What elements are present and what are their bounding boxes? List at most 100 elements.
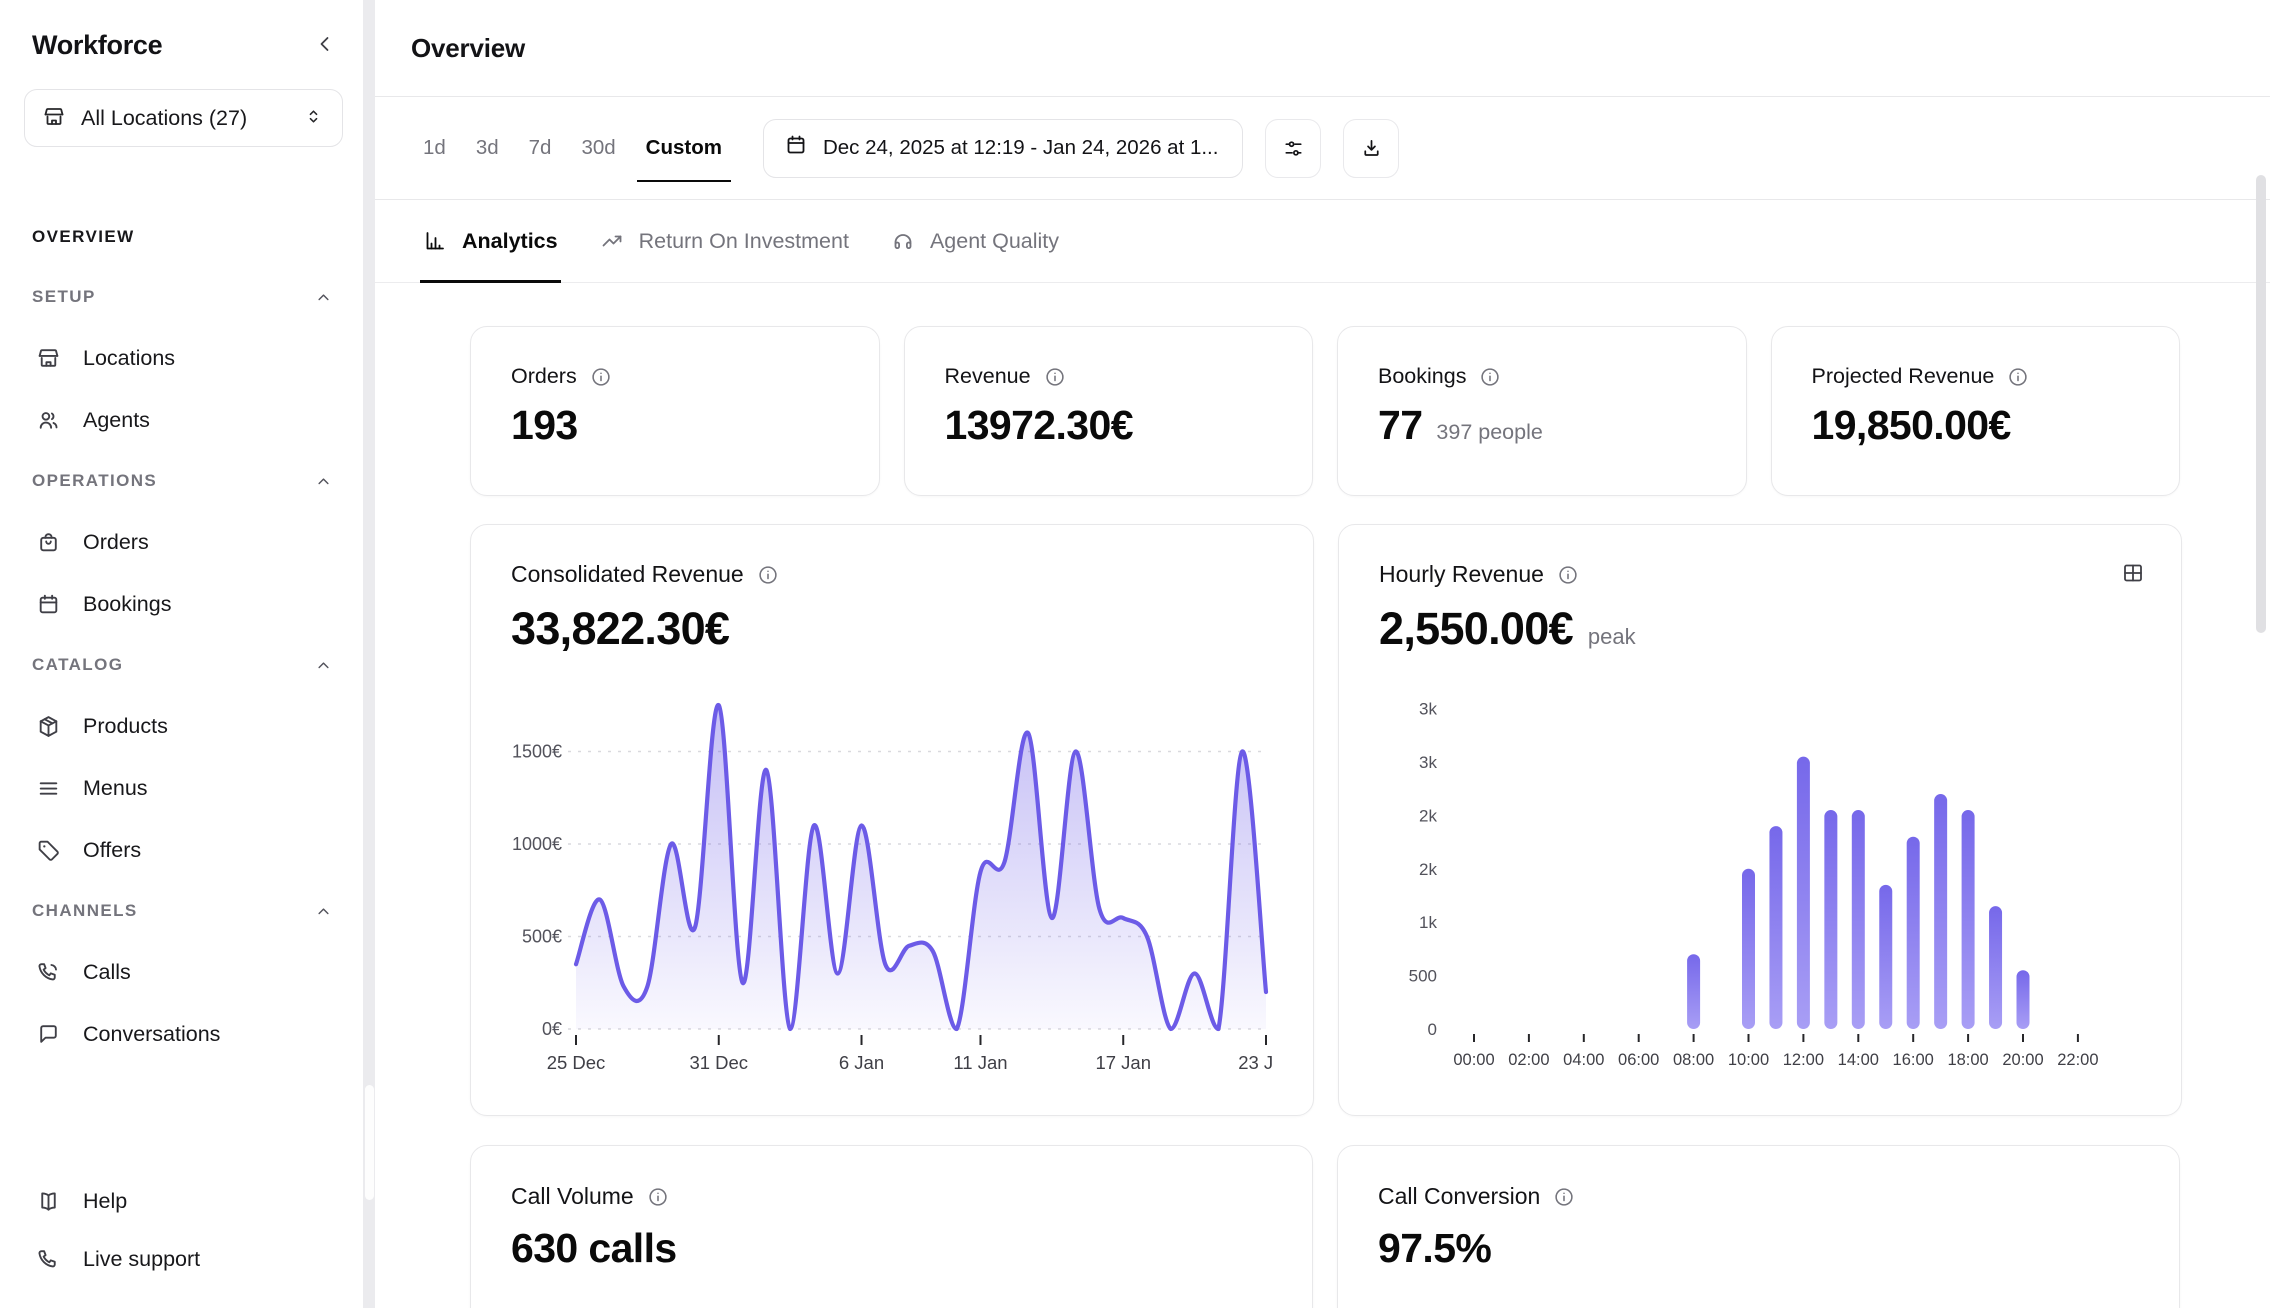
package-icon [36, 714, 61, 739]
date-range-picker[interactable]: Dec 24, 2025 at 12:19 - Jan 24, 2026 at … [763, 119, 1243, 178]
stat-label: Projected Revenue [1812, 364, 1995, 389]
sidebar-header: Workforce [0, 0, 363, 61]
sidebar-scrollbar-thumb[interactable] [365, 1085, 374, 1200]
svg-text:08:00: 08:00 [1673, 1051, 1714, 1069]
hourly-revenue-chart: 05001k2k2k3k3k00:0002:0004:0006:0008:001… [1379, 675, 2141, 1075]
trending-up-icon [600, 229, 624, 253]
stat-card-revenue: Revenue13972.30€ [904, 326, 1314, 496]
consolidated-revenue-value: 33,822.30€ [511, 603, 729, 655]
menu-lines-icon [36, 776, 61, 801]
sidebar-item-products[interactable]: Products [0, 695, 363, 757]
sidebar-section-setup[interactable]: SETUP [0, 267, 363, 327]
consolidated-revenue-chart: 0€500€1000€1500€25 Dec31 Dec6 Jan11 Jan1… [511, 675, 1273, 1075]
sidebar-section-catalog[interactable]: CATALOG [0, 635, 363, 695]
info-icon[interactable] [2007, 366, 2029, 388]
range-preset-7d[interactable]: 7d [514, 97, 567, 199]
svg-text:00:00: 00:00 [1453, 1051, 1494, 1069]
sidebar-item-locations[interactable]: Locations [0, 327, 363, 389]
users-icon [36, 408, 61, 433]
info-icon[interactable] [590, 366, 612, 388]
date-range-text: Dec 24, 2025 at 12:19 - Jan 24, 2026 at … [823, 136, 1218, 160]
call-volume-value: 630 calls [511, 1225, 1272, 1272]
sidebar-item-orders[interactable]: Orders [0, 511, 363, 573]
svg-text:500€: 500€ [522, 927, 562, 947]
sidebar-item-agents[interactable]: Agents [0, 389, 363, 451]
sidebar-item-conversations[interactable]: Conversations [0, 1003, 363, 1065]
download-icon [1360, 137, 1383, 160]
stat-label: Bookings [1378, 364, 1466, 389]
range-preset-3d[interactable]: 3d [461, 97, 514, 199]
chevron-up-icon [314, 288, 333, 307]
store-icon [42, 105, 66, 129]
svg-text:16:00: 16:00 [1893, 1051, 1934, 1069]
sidebar-item-offers[interactable]: Offers [0, 819, 363, 881]
stat-card-bookings: Bookings77397 people [1337, 326, 1747, 496]
svg-text:12:00: 12:00 [1783, 1051, 1824, 1069]
call-conversion-value: 97.5% [1378, 1225, 2139, 1272]
chevron-left-icon [313, 32, 337, 59]
location-selector[interactable]: All Locations (27) [24, 89, 343, 147]
tab-agent-quality[interactable]: Agent Quality [891, 200, 1059, 282]
store-icon [42, 105, 66, 132]
sidebar: Workforce All Locations (27) OVERVIEWSET… [0, 0, 363, 1308]
charts-row: Consolidated Revenue 33,822.30€ 0€500€10… [470, 524, 2180, 1116]
sidebar-item-calls[interactable]: Calls [0, 941, 363, 1003]
calendar-icon [784, 133, 808, 157]
calendar-icon [36, 592, 61, 617]
range-preset-1d[interactable]: 1d [408, 97, 461, 199]
info-icon[interactable] [1479, 366, 1501, 388]
info-icon [1553, 1186, 1575, 1208]
sidebar-item-overview[interactable]: OVERVIEW [0, 207, 363, 267]
main-area: Overview 1d3d7d30dCustom Dec 24, 2025 at… [375, 0, 2270, 1308]
svg-text:17 Jan: 17 Jan [1095, 1052, 1151, 1073]
chat-icon [36, 1022, 61, 1047]
svg-text:2k: 2k [1419, 860, 1437, 879]
sidebar-item-help[interactable]: Help [0, 1172, 363, 1230]
sidebar-section-channels[interactable]: CHANNELS [0, 881, 363, 941]
info-icon[interactable] [1553, 1186, 1575, 1208]
info-icon[interactable] [1557, 564, 1579, 586]
stat-card-orders: Orders193 [470, 326, 880, 496]
stat-card-projected-revenue: Projected Revenue19,850.00€ [1771, 326, 2181, 496]
sidebar-item-menus[interactable]: Menus [0, 757, 363, 819]
svg-text:1k: 1k [1419, 913, 1437, 932]
app-title: Workforce [32, 30, 162, 61]
range-preset-30d[interactable]: 30d [566, 97, 630, 199]
info-icon [647, 1186, 669, 1208]
svg-text:3k: 3k [1419, 753, 1437, 772]
sidebar-section-operations[interactable]: OPERATIONS [0, 451, 363, 511]
sidebar-scrollbar-track[interactable] [363, 0, 375, 1308]
book-open-icon [36, 1189, 61, 1214]
shopping-bag-icon [36, 530, 61, 555]
page-header: Overview [375, 0, 2270, 97]
export-button[interactable] [1343, 119, 1399, 178]
table-view-button[interactable] [2121, 561, 2145, 588]
info-icon [757, 564, 779, 586]
call-conversion-card: Call Conversion 97.5% [1337, 1145, 2180, 1308]
tab-analytics[interactable]: Analytics [423, 200, 558, 282]
main-scrollbar-thumb[interactable] [2256, 175, 2266, 633]
sidebar-item-live-support[interactable]: Live support [0, 1230, 363, 1288]
info-icon[interactable] [757, 564, 779, 586]
date-range-presets: 1d3d7d30dCustom [408, 97, 737, 199]
filter-settings-button[interactable] [1265, 119, 1321, 178]
svg-text:20:00: 20:00 [2002, 1051, 2043, 1069]
consolidated-revenue-title: Consolidated Revenue [511, 561, 744, 588]
hourly-revenue-title: Hourly Revenue [1379, 561, 1544, 588]
sidebar-nav: OVERVIEWSETUPLocationsAgentsOPERATIONSOr… [0, 207, 363, 1065]
info-icon [1557, 564, 1579, 586]
range-preset-custom[interactable]: Custom [631, 97, 737, 199]
stat-value: 77 [1378, 402, 1422, 449]
sidebar-collapse-button[interactable] [313, 32, 337, 59]
stats-row: Orders193Revenue13972.30€Bookings77397 p… [470, 326, 2180, 496]
info-icon[interactable] [647, 1186, 669, 1208]
stat-label: Orders [511, 364, 577, 389]
tab-return-on-investment[interactable]: Return On Investment [600, 200, 849, 282]
svg-text:6 Jan: 6 Jan [839, 1052, 884, 1073]
svg-text:14:00: 14:00 [1838, 1051, 1879, 1069]
info-icon [1044, 366, 1066, 388]
svg-text:22:00: 22:00 [2057, 1051, 2098, 1069]
svg-text:0€: 0€ [542, 1019, 562, 1039]
sidebar-item-bookings[interactable]: Bookings [0, 573, 363, 635]
info-icon[interactable] [1044, 366, 1066, 388]
